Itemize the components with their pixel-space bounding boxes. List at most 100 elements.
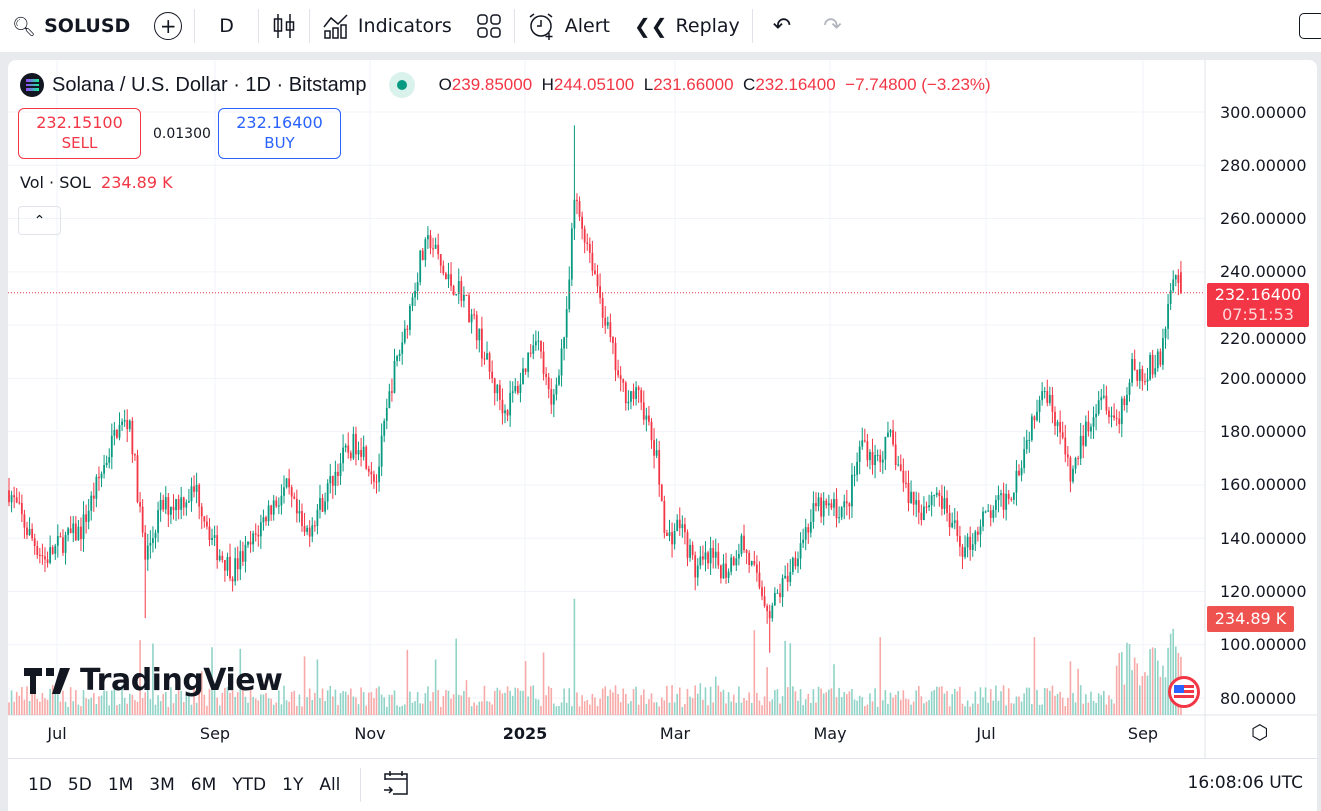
candle-body [887, 432, 889, 437]
candle-body [486, 353, 488, 360]
indicators-button[interactable]: Indicators [310, 0, 464, 52]
undo-button[interactable]: ↶ [753, 0, 811, 52]
interval-button[interactable]: D [219, 15, 234, 37]
volume-bar [864, 706, 866, 715]
volume-bar [804, 699, 807, 715]
buy-button[interactable]: 232.16400 BUY [218, 108, 341, 159]
candle-body [951, 522, 954, 528]
volume-bar [524, 661, 527, 715]
volume-bar [321, 688, 324, 715]
candle-body [653, 440, 655, 456]
candle-body [614, 342, 617, 371]
volume-bar [565, 702, 568, 715]
range-button[interactable]: All [319, 775, 341, 795]
volume-bar [933, 689, 935, 715]
market-status-icon[interactable] [388, 72, 415, 98]
volume-bar [481, 701, 483, 715]
compare-button[interactable]: + [142, 0, 194, 52]
volume-bar [529, 686, 532, 715]
candle-body [1046, 391, 1049, 404]
range-button[interactable]: 1D [28, 775, 52, 795]
redo-button[interactable]: ↷ [811, 0, 853, 52]
replay-button[interactable]: ❮❮ Replay [634, 14, 740, 38]
collapse-legend-button[interactable]: ⌃ [18, 206, 61, 235]
volume-bar [332, 696, 334, 715]
candle-body [223, 560, 226, 571]
candle-body [612, 337, 614, 343]
volume-bar [478, 701, 481, 715]
fullscreen-button[interactable] [1299, 13, 1321, 39]
volume-bar [1121, 652, 1123, 715]
candle-body [719, 565, 722, 579]
volume-bar [409, 691, 411, 715]
tradingview-logo[interactable]: TradingView [24, 663, 283, 698]
us-flag-icon[interactable] [1168, 676, 1200, 708]
candle-body [789, 572, 792, 582]
candle-body [1069, 457, 1072, 482]
range-button[interactable]: 1Y [282, 775, 304, 795]
clock[interactable]: 16:08:06 UTC [1187, 773, 1303, 793]
volume-bar [95, 704, 98, 715]
range-button[interactable]: 6M [190, 775, 217, 795]
volume-bar [144, 692, 147, 715]
symbol-search-button[interactable]: 🔍︎ SOLUSD [12, 15, 131, 38]
candle-body [185, 502, 188, 508]
volume-bar [1023, 693, 1025, 715]
alert-button[interactable]: Alert [515, 0, 622, 52]
volume-bar [1113, 703, 1115, 715]
symbol-title[interactable]: Solana / U.S. Dollar · 1D · Bitstamp [52, 73, 367, 96]
candle-body [128, 420, 131, 430]
volume-bar [28, 700, 31, 715]
range-button[interactable]: 5D [67, 775, 92, 795]
volume-bar [951, 694, 953, 715]
candle-body [442, 265, 445, 274]
layouts-button[interactable] [464, 0, 514, 52]
volume-bar [208, 689, 211, 715]
candle-body [67, 528, 70, 535]
candle-body [979, 526, 982, 535]
candle-body [514, 385, 517, 392]
candle-body [768, 611, 771, 619]
range-button[interactable]: YTD [232, 775, 267, 795]
volume-bar [1144, 672, 1146, 715]
candle-body [496, 384, 499, 394]
candle-body [617, 370, 619, 376]
candle-body [170, 506, 172, 515]
goto-date-button[interactable] [373, 768, 419, 803]
volume-bar [882, 700, 884, 715]
volume-bar [1128, 643, 1131, 715]
candle-body [884, 436, 887, 460]
range-button[interactable]: 3M [149, 775, 175, 795]
price-chart[interactable] [8, 60, 1317, 758]
sell-price: 232.15100 [36, 113, 123, 132]
volume-bar [792, 686, 794, 715]
range-button[interactable]: 1M [107, 775, 134, 795]
volume-bar [948, 706, 951, 715]
volume-bar [971, 703, 974, 715]
candle-body [1090, 426, 1092, 432]
candle-body [175, 499, 177, 511]
candle-body [157, 510, 159, 533]
candle-body [380, 435, 383, 467]
candle-body [809, 522, 812, 533]
volume-bar [640, 695, 643, 715]
volume-bar [1087, 702, 1090, 715]
candle-body [732, 557, 735, 566]
volume-bar [632, 689, 635, 715]
volume-bar [1131, 670, 1133, 715]
volume-bar [794, 691, 797, 715]
volume-bar [347, 694, 350, 715]
sell-button[interactable]: 232.15100 SELL [18, 108, 141, 159]
candle-body [159, 500, 162, 511]
candle-body [501, 399, 504, 414]
volume-bar [252, 696, 254, 715]
volume-bar [247, 702, 249, 715]
candle-body [696, 565, 699, 578]
volume-bar [740, 702, 743, 715]
chart-type-button[interactable] [259, 0, 309, 52]
settings-icon[interactable]: ⬡ [1251, 720, 1269, 744]
volume-bar [578, 706, 581, 715]
candle-body [763, 596, 766, 606]
volume-bar [36, 698, 39, 715]
candle-body [493, 378, 496, 394]
